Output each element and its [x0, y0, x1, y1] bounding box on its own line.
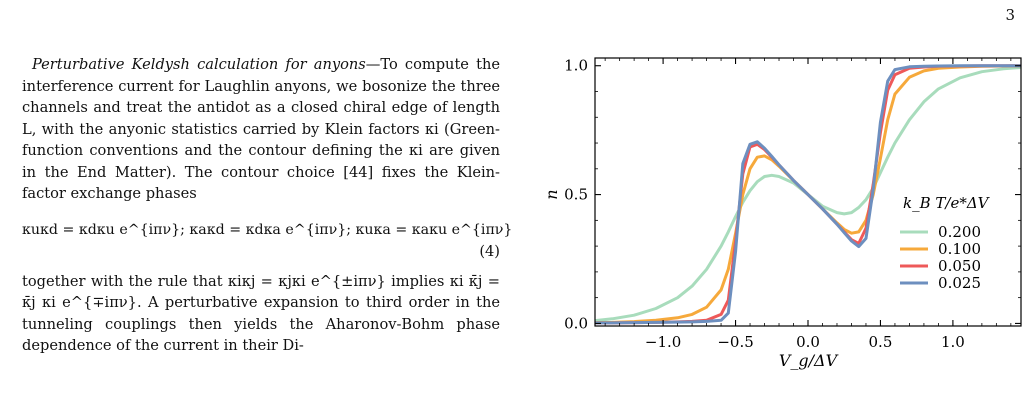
page-number: 3 [1005, 6, 1015, 24]
legend-entry: 0.200 [938, 223, 981, 241]
equation-number: (4) [479, 242, 500, 260]
series-line-0.025 [595, 64, 1021, 325]
y-tick-label: 0.5 [564, 186, 588, 204]
x-tick-label: 0.0 [796, 333, 820, 351]
text-column: Perturbative Keldysh calculation for any… [22, 54, 512, 357]
x-tick-label: 1.0 [941, 333, 965, 351]
legend-entry: 0.050 [938, 257, 981, 275]
x-tick-label: −0.5 [717, 333, 753, 351]
section-runin-heading: Perturbative Keldysh calculation for any… [32, 56, 366, 73]
legend-title: k_B T/e*ΔV [903, 194, 991, 212]
occupation-figure: −1.0 −0.5 0.0 0.5 1.0 0.0 0.5 1.0 V_g/ΔV n k_B T/e… [542, 57, 1022, 370]
legend-entry: 0.025 [938, 274, 981, 292]
legend-entry: 0.100 [938, 240, 981, 258]
paragraph-2: together with the rule that κiκj = κjκi … [22, 272, 500, 355]
paragraph-1: Perturbative Keldysh calculation for any… [22, 54, 500, 205]
plot-area: −1.0 −0.5 0.0 0.5 1.0 0.0 0.5 1.0 V_g/ΔV n k_B T/e… [542, 57, 1022, 370]
y-axis-label: n [542, 189, 561, 199]
equation-4: κuκd = κdκu e^{iπν}; κaκd = κdκa e^{iπν}… [22, 213, 512, 265]
x-tick-label: −1.0 [645, 333, 681, 351]
x-axis-label: V_g/ΔV [779, 351, 839, 370]
paragraph-1-text: —To compute the interference current for… [22, 56, 500, 202]
x-tick-label: 0.5 [869, 333, 893, 351]
y-tick-label: 0.0 [564, 314, 588, 332]
equation-body: κuκd = κdκu e^{iπν}; κaκd = κdκa e^{iπν}… [22, 221, 513, 238]
y-tick-label: 1.0 [564, 57, 588, 75]
